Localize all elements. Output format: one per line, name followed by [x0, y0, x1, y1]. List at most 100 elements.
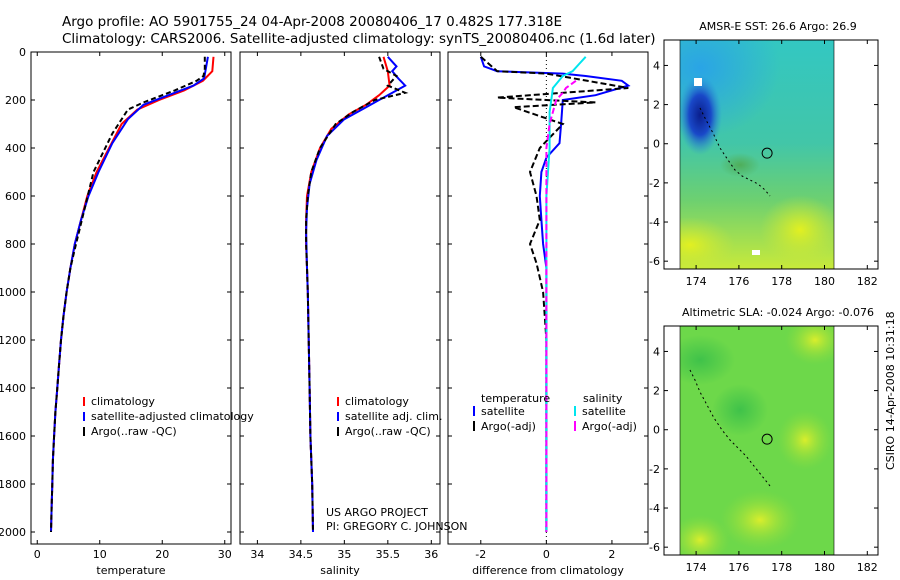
sst-warm-region [760, 195, 834, 265]
plot-frame [30, 51, 232, 545]
legend-label-climatology: climatology [345, 395, 409, 408]
project-line-2: PI: GREGORY C. JOHNSON [326, 520, 467, 533]
y-tick-label: 0 [653, 424, 660, 437]
series-line [305, 56, 409, 533]
y-tick-label: 2 [653, 99, 660, 112]
y-tick-label: -2 [649, 177, 660, 190]
sla-ticks: 174 176 178 180 182 -6 -4 -2 0 2 4 [649, 326, 878, 574]
x-tick-label: 180 [814, 275, 835, 288]
x-tick-label: 176 [728, 275, 749, 288]
y-tick-label: 800 [5, 238, 26, 251]
difference-legend: temperature salinity satellite Argo(-adj… [473, 392, 637, 433]
sla-high-region [720, 490, 800, 550]
x-tick-label: 174 [686, 561, 707, 574]
x-tick-label: 2 [608, 548, 615, 561]
sst-axes-frame [663, 39, 879, 270]
sst-ticks: 174 176 178 180 182 -6 -4 -2 0 2 4 [649, 40, 878, 288]
series-line [479, 56, 631, 532]
sla-map: 174 176 178 180 182 -6 -4 -2 0 2 4 [649, 325, 879, 574]
x-tick-label: -2 [475, 548, 486, 561]
legend-label-argo: Argo(..raw -QC) [91, 425, 177, 438]
float-position-marker [761, 433, 773, 445]
project-line-1: US ARGO PROJECT [326, 506, 428, 519]
y-tick-label: 4 [653, 59, 660, 72]
sst-warm-region-west [680, 217, 735, 269]
x-tick-label: 174 [686, 275, 707, 288]
y-tick-label: 1200 [0, 334, 26, 347]
sst-missing-cell [694, 78, 702, 86]
legend-header-salinity: salinity [583, 392, 623, 405]
x-tick-label: 0 [34, 548, 41, 561]
series-line [545, 79, 577, 532]
y-tick-label: 1000 [0, 286, 26, 299]
y-tick-label: 4 [653, 345, 660, 358]
temperature-panel: 0 10 20 30 0 200 400 600 800 1000 1200 1400 1600 1800… [0, 46, 232, 577]
legend-label-argo: Argo(..raw -QC) [345, 425, 431, 438]
legend-label-sal-argo: Argo(-adj) [582, 420, 637, 433]
y-tick-label: 1800 [0, 478, 26, 491]
x-tick-label: 35 [337, 548, 351, 561]
legend-label-satellite: satellite-adjusted climatology [91, 410, 254, 423]
sst-coldest-region [680, 75, 722, 155]
y-tick-label: -4 [649, 502, 660, 515]
difference-panel: -2 0 2 difference from climatology [447, 51, 649, 577]
sst-green-patch [720, 153, 760, 177]
sst-map: 174 176 178 180 182 -6 -4 -2 0 2 4 [649, 39, 879, 288]
plot-frame [447, 51, 649, 545]
x-tick-label: 30 [218, 548, 232, 561]
y-tick-label: 200 [5, 94, 26, 107]
x-tick-label: 10 [93, 548, 107, 561]
series-line [545, 56, 587, 532]
x-tick-label: 178 [771, 561, 792, 574]
float-position-marker [761, 147, 773, 159]
sla-map-title: Altimetric SLA: -0.024 Argo: -0.076 [682, 306, 874, 319]
x-tick-label: 34 [250, 548, 264, 561]
temperature-legend: climatology satellite-adjusted climatolo… [83, 395, 254, 438]
float-track [699, 107, 771, 197]
y-tick-label: 0 [19, 46, 26, 59]
y-tick-label: 600 [5, 190, 26, 203]
series-line [50, 56, 209, 533]
x-tick-label: 20 [155, 548, 169, 561]
sla-low-region [680, 335, 735, 385]
y-tick-label: 0 [653, 138, 660, 151]
sla-axes-frame [663, 325, 879, 556]
legend-label-sal-satellite: satellite [582, 405, 626, 418]
x-tick-label: 182 [857, 561, 878, 574]
y-tick-label: 1600 [0, 430, 26, 443]
x-tick-label: 36 [424, 548, 438, 561]
series-line [305, 56, 391, 533]
legend-label-temp-satellite: satellite [481, 405, 525, 418]
x-tick-label: 34.5 [289, 548, 314, 561]
y-tick-label: -2 [649, 463, 660, 476]
sla-high-region [777, 410, 833, 470]
y-tick-label: -4 [649, 216, 660, 229]
x-axis-label: temperature [96, 564, 165, 577]
sst-map-title: AMSR-E SST: 26.6 Argo: 26.9 [699, 20, 857, 33]
x-tick-label: 35.5 [376, 548, 401, 561]
header-line-1: Argo profile: AO 5901755_24 04-Apr-2008 … [62, 14, 562, 30]
x-axis-label: salinity [320, 564, 360, 577]
series-line [50, 56, 206, 533]
plot-frame [239, 51, 441, 545]
legend-label-temp-argo: Argo(-adj) [481, 420, 536, 433]
x-tick-label: 182 [857, 275, 878, 288]
csiro-stamp: CSIRO 14-Apr-2008 10:31:18 [884, 311, 897, 470]
y-tick-label: 1400 [0, 382, 26, 395]
salinity-panel: 34 34.5 35 35.5 36 salinity [239, 51, 441, 577]
x-tick-label: 0 [543, 548, 550, 561]
y-tick-label: -6 [649, 255, 660, 268]
sla-high-region [785, 326, 834, 365]
legend-header-temperature: temperature [481, 392, 550, 405]
legend-label-satellite: satellite adj. clim. [345, 410, 442, 423]
x-tick-label: 176 [728, 561, 749, 574]
sst-missing-cell [752, 250, 760, 255]
y-tick-label: -6 [649, 541, 660, 554]
y-tick-label: 2000 [0, 526, 26, 539]
series-line [480, 56, 629, 532]
sla-high-region [680, 515, 730, 555]
y-tick-label: 400 [5, 142, 26, 155]
series-line [305, 56, 407, 533]
x-axis-label: difference from climatology [472, 564, 624, 577]
